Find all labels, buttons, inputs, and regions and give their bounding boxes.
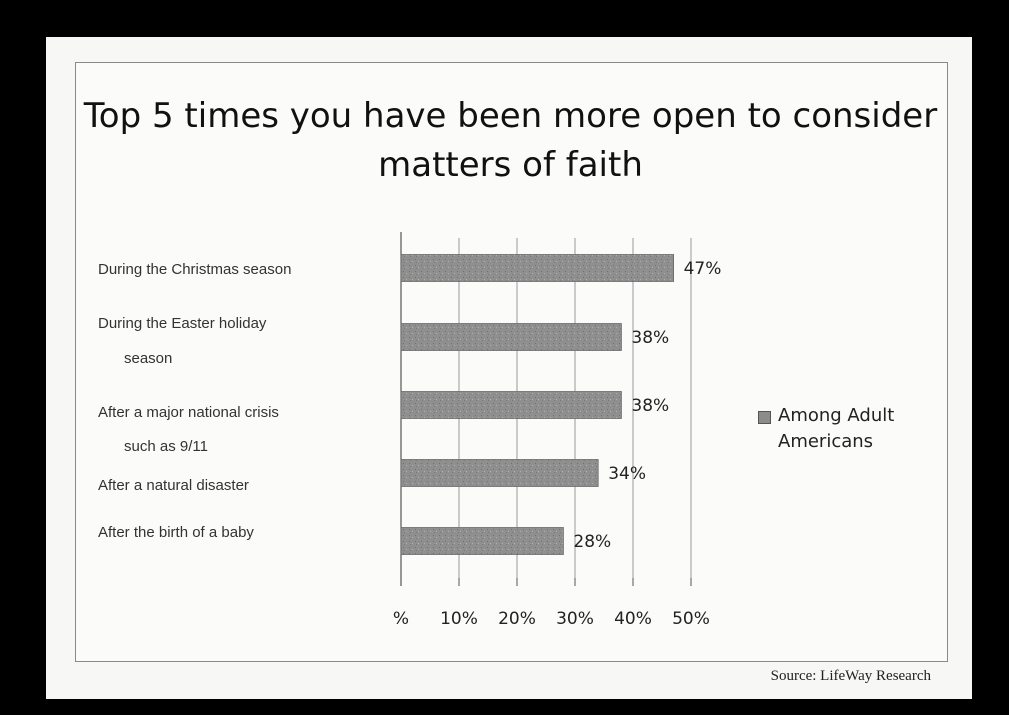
category-label: After the birth of a baby: [98, 524, 254, 541]
x-tick-label: 10%: [440, 609, 478, 629]
x-tick-label: 50%: [672, 609, 710, 629]
chart-frame: [75, 62, 948, 662]
legend-swatch: [758, 411, 771, 424]
category-label: During the Easter holiday season: [98, 315, 267, 367]
source-note: Source: LifeWay Research: [770, 668, 931, 684]
data-label: 28%: [573, 532, 611, 552]
data-label: 47%: [684, 259, 722, 279]
x-tick-label: 30%: [556, 609, 594, 629]
category-label: After a natural disaster: [98, 477, 249, 494]
chart-title: Top 5 times you have been more open to c…: [83, 96, 938, 185]
data-label: 34%: [608, 464, 646, 484]
bar: [400, 254, 675, 282]
x-tick-label: 40%: [614, 609, 652, 629]
chart-legend: Among Adult Americans: [758, 403, 948, 455]
bar: [400, 391, 622, 419]
category-label: After a major national crisis such as 9/…: [98, 404, 279, 455]
legend-label: Among Adult Americans: [778, 405, 895, 452]
bar: [400, 323, 622, 351]
bar: [400, 459, 599, 487]
x-tick-label: %: [393, 609, 409, 629]
data-label: 38%: [631, 328, 669, 348]
category-label: During the Christmas season: [98, 261, 292, 278]
x-tick-label: 20%: [498, 609, 536, 629]
data-label: 38%: [631, 396, 669, 416]
bar: [400, 527, 564, 555]
